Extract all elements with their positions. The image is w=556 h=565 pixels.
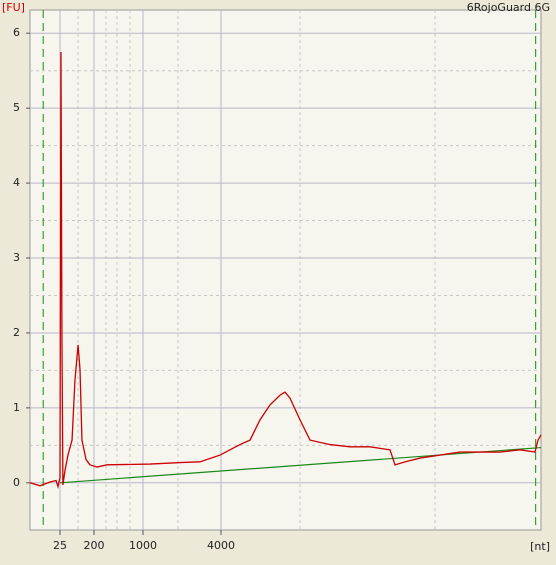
x-tick-label: 25 [53,539,67,552]
y-axis-label: [FU] [2,1,25,14]
x-tick-label: 1000 [129,539,157,552]
y-tick-label: 0 [13,476,20,489]
chart-title: 6RojoGuard 6G [467,1,550,14]
y-tick-label: 5 [13,101,20,114]
y-tick-label: 3 [13,251,20,264]
y-tick-label: 2 [13,326,20,339]
y-tick-label: 6 [13,26,20,39]
baseline [59,446,542,484]
y-tick-label: 4 [13,176,20,189]
plot-area [29,9,542,531]
x-tick-label: 200 [84,539,105,552]
x-axis-label: [nt] [530,540,550,553]
trace [29,51,542,490]
x-tick-label: 4000 [207,539,235,552]
y-tick-label: 1 [13,401,20,414]
